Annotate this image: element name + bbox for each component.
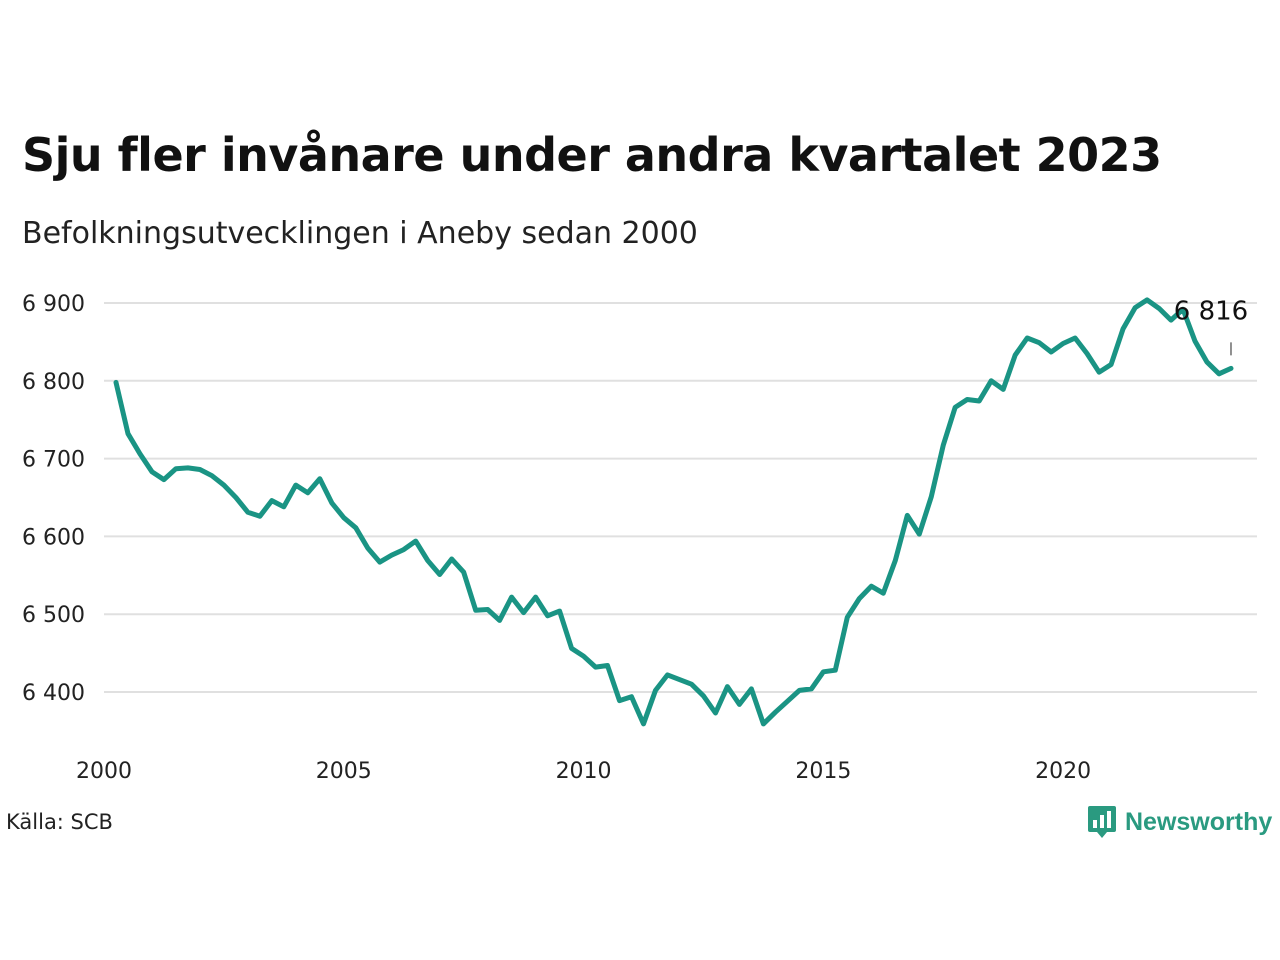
x-tick-label: 2015 <box>795 759 851 784</box>
brand-logo[interactable]: Newsworthy <box>1087 802 1272 842</box>
source-note: Källa: SCB <box>6 810 113 834</box>
y-tick-label: 6 400 <box>22 681 85 706</box>
y-tick-label: 6 900 <box>22 292 85 317</box>
x-tick-label: 2000 <box>76 759 132 784</box>
y-tick-label: 6 600 <box>22 525 85 550</box>
y-axis-ticks: 6 400 6 500 6 600 6 700 6 800 6 900 <box>22 292 85 706</box>
y-tick-label: 6 800 <box>22 370 85 395</box>
chart-title: Sju fler invånare under andra kvartalet … <box>22 128 1162 182</box>
population-line <box>113 297 1234 727</box>
grid-lines <box>104 302 1257 693</box>
y-tick-label: 6 700 <box>22 448 85 473</box>
chart-bubble-icon <box>1088 806 1116 838</box>
y-tick-label: 6 500 <box>22 603 85 628</box>
x-tick-label: 2010 <box>556 759 612 784</box>
chart-subtitle: Befolkningsutvecklingen i Aneby sedan 20… <box>22 216 698 251</box>
x-axis-ticks: 2000 2005 2010 2015 2020 <box>76 759 1091 784</box>
x-tick-label: 2020 <box>1035 759 1091 784</box>
x-tick-label: 2005 <box>316 759 372 784</box>
brand-name: Newsworthy <box>1125 807 1273 836</box>
last-value-label: 6 816 <box>1174 296 1248 326</box>
